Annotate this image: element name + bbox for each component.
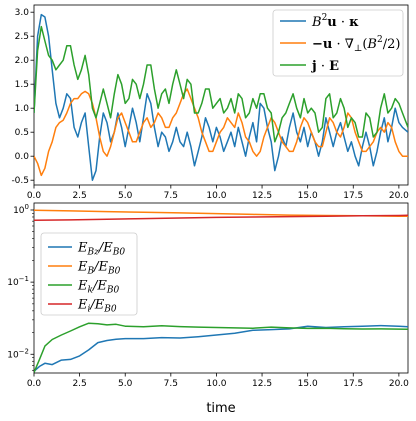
x-axis-title: time	[206, 401, 235, 416]
bottom-x-tick-label: 2.5	[72, 379, 86, 389]
top-y-tick-label: 0.0	[15, 152, 30, 162]
top-x-tick-label: 5.0	[118, 191, 133, 201]
bottom-x-tick-label: 17.5	[343, 379, 363, 389]
legend-label-energy: Ek/EB0	[77, 279, 119, 296]
top-legend-box	[272, 9, 404, 77]
top-x-tick-label: 12.5	[252, 191, 272, 201]
top-y-tick-label: 2.0	[15, 56, 30, 66]
top-legend: B2u · κ −u · ∇⊥(B2/2) j · E	[272, 9, 404, 77]
bottom-panel: 0.0 2.5 5.0 7.5 10.0 12.5 15.0 17.5 20.0 10−2 10−1…	[7, 202, 409, 416]
top-y-tick-label: 2.5	[15, 32, 29, 42]
legend-label-energy: EBz/EB0	[77, 241, 125, 258]
bottom-x-tick-label: 20.0	[389, 379, 409, 389]
bottom-series-line	[34, 324, 408, 372]
top-x-tick-label: 20.0	[389, 191, 409, 201]
bottom-legend-box	[40, 232, 138, 316]
legend-label-energy: Ei/EB0	[77, 298, 117, 315]
top-y-tick-label: 1.0	[15, 104, 30, 114]
bottom-y-tick-label: 10−1	[7, 275, 29, 288]
top-x-tick-label: 10.0	[206, 191, 226, 201]
top-series-lines	[34, 13, 408, 181]
top-x-tick-label: 17.5	[343, 191, 363, 201]
bottom-x-tick-label: 5.0	[118, 379, 133, 389]
legend-label-u-grad-b2: −u · ∇⊥(B2/2)	[312, 35, 400, 54]
top-y-tick-label: 0.5	[15, 128, 29, 138]
bottom-y-tick-label: 10−2	[7, 347, 29, 360]
top-x-tick-label: 2.5	[72, 191, 86, 201]
top-series-line	[34, 25, 408, 143]
bottom-series-line	[34, 322, 408, 373]
bottom-series-line	[34, 214, 408, 222]
bottom-axis-ticks: 0.0 2.5 5.0 7.5 10.0 12.5 15.0 17.5 20.0 10−2 10−1…	[7, 203, 409, 389]
top-series-line	[34, 13, 408, 181]
top-y-tick-label: 1.5	[15, 80, 29, 90]
top-y-tick-label: -0.5	[11, 176, 29, 186]
top-x-tick-label: 0.0	[27, 191, 42, 201]
bottom-series-lines	[34, 209, 408, 373]
top-x-tick-label: 15.0	[298, 191, 318, 201]
bottom-x-tick-label: 10.0	[206, 379, 226, 389]
top-x-tick-label: 7.5	[164, 191, 178, 201]
legend-label-b2u-kappa: B2u · κ	[311, 13, 359, 30]
bottom-x-tick-label: 0.0	[27, 379, 42, 389]
top-panel: 0.0 2.5 5.0 7.5 10.0 12.5 15.0 17.5 20.0 -0.5 0.0 0…	[11, 4, 409, 201]
top-y-tick-label: 3.0	[15, 8, 30, 18]
top-axis-ticks: 0.0 2.5 5.0 7.5 10.0 12.5 15.0 17.5 20.0 -0.5 0.0 0…	[11, 8, 409, 201]
bottom-x-tick-label: 7.5	[164, 379, 178, 389]
bottom-x-tick-label: 15.0	[298, 379, 318, 389]
legend-label-j-dot-e: j · E	[311, 59, 339, 74]
bottom-y-tick-label: 100	[13, 203, 29, 216]
legend-label-energy: EB/EB0	[77, 260, 121, 277]
bottom-x-tick-label: 12.5	[252, 379, 272, 389]
bottom-legend: EBz/EB0 EB/EB0 Ek/EB0 Ei/EB0	[40, 232, 138, 316]
